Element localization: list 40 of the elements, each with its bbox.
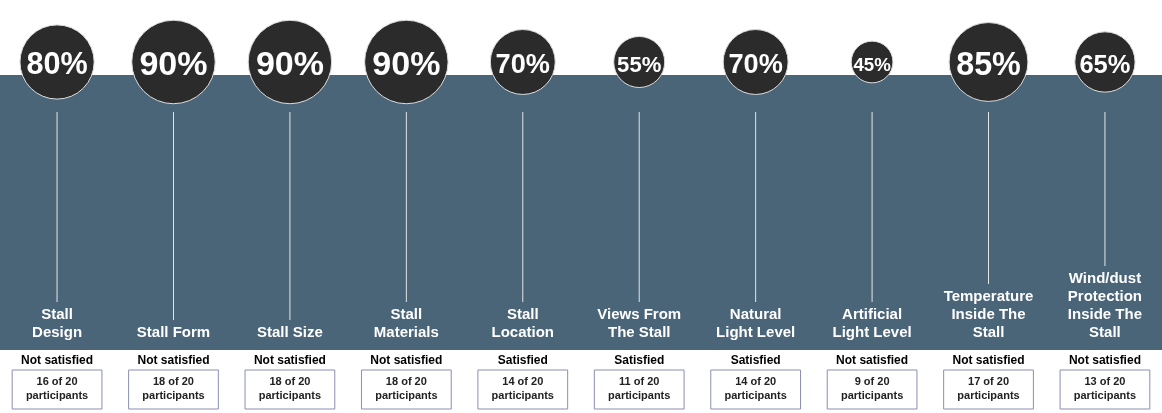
text: Not satisfied: [1068, 353, 1141, 367]
text: Not satisfied: [21, 353, 94, 367]
data-label: 90%: [139, 44, 208, 82]
category-label: Natural Light Level: [716, 305, 796, 340]
category-label: Wind/dust Protection Inside The Stall: [1067, 269, 1143, 340]
category-label: Stall Size: [256, 323, 323, 340]
text: 18 of 20 participants: [142, 375, 205, 401]
category-label: Artificial Light Level: [832, 305, 912, 340]
text: 17 of 20 participants: [957, 375, 1020, 401]
text: Not satisfied: [370, 353, 443, 367]
text: 18 of 20 participants: [258, 375, 322, 401]
category-label: Stall Materials: [373, 305, 439, 340]
text: 11 of 20 participants: [608, 375, 671, 401]
text: 18 of 20 participants: [375, 375, 438, 401]
text: 13 of 20 participants: [1073, 375, 1137, 401]
text: 9 of 20 participants: [840, 375, 904, 401]
text: 14 of 20 participants: [491, 375, 554, 401]
text: Satisfied: [497, 353, 548, 367]
data-label: 85%: [956, 46, 1021, 82]
data-label: 55%: [617, 52, 662, 77]
text: 16 of 20 participants: [25, 375, 89, 401]
data-label: 90%: [255, 44, 324, 82]
text: Not satisfied: [253, 353, 326, 367]
data-label: 80%: [26, 46, 88, 80]
data-label: 70%: [728, 48, 783, 79]
text: 14 of 20 participants: [724, 375, 787, 401]
data-label: 45%: [853, 54, 892, 75]
category-label: Views From The Stall: [597, 305, 682, 340]
text: Satisfied: [730, 353, 781, 367]
data-label: 90%: [372, 44, 441, 82]
text: Not satisfied: [836, 353, 909, 367]
category-label: Stall Form: [136, 323, 211, 340]
data-label: 65%: [1079, 50, 1131, 78]
text: Not satisfied: [952, 353, 1025, 367]
category-label: Temperature Inside The Stall: [943, 287, 1034, 340]
category-label: Stall Location: [491, 305, 555, 340]
text: Satisfied: [614, 353, 665, 367]
category-label: Stall Design: [32, 305, 83, 340]
data-label: 70%: [495, 48, 550, 79]
text: Not satisfied: [137, 353, 210, 367]
